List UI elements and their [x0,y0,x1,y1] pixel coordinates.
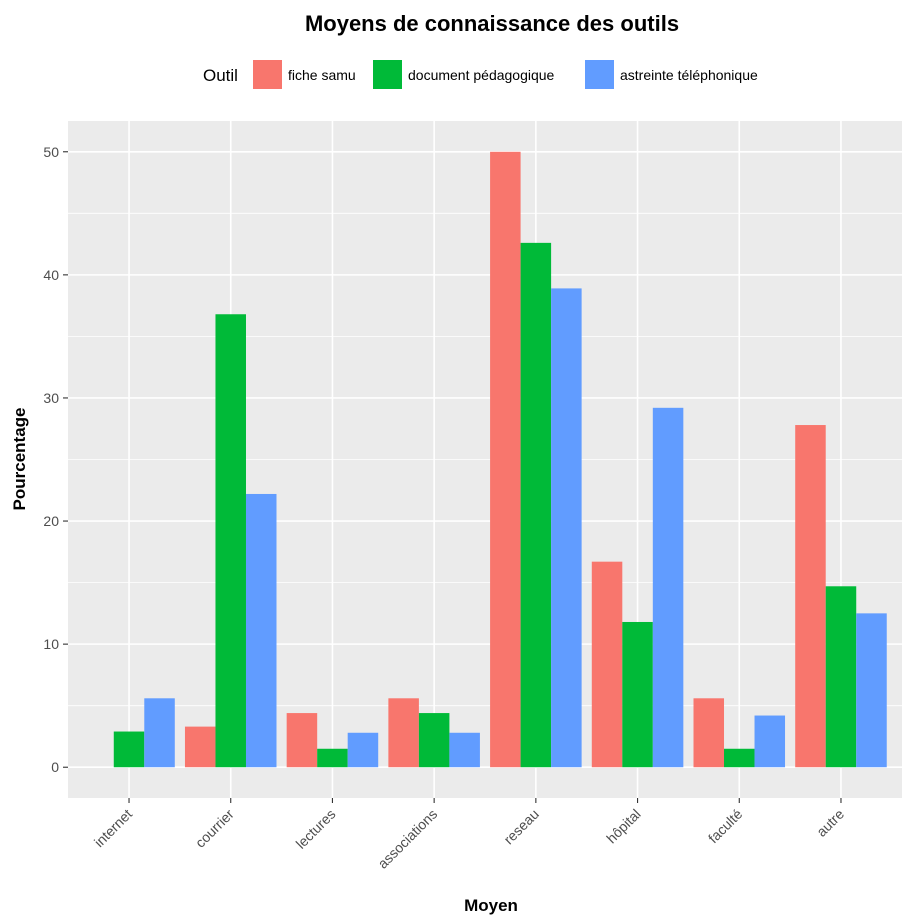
legend-key-astreinte-telephonique [585,60,614,89]
bar [754,715,786,768]
bars [113,151,887,768]
bar [144,698,175,768]
bar [388,698,419,768]
legend: Outil fiche samu document pédagogique as… [203,60,758,89]
bar [215,314,246,768]
y-tick-label: 40 [43,267,59,283]
y-tick-label: 50 [43,144,59,160]
bar [520,242,552,768]
x-tick-label: associations [374,806,440,872]
x-tick-label: internet [91,806,135,850]
legend-label-fiche-samu: fiche samu [288,67,356,83]
bar [184,726,216,768]
bar [693,698,725,768]
legend-label-astreinte-telephonique: astreinte téléphonique [620,67,758,83]
bar [856,613,887,768]
chart-title: Moyens de connaissance des outils [305,11,679,36]
bar [286,713,318,768]
legend-label-document-pedagogique: document pédagogique [408,67,555,83]
y-axis: 0 10 20 30 40 50 [43,144,68,775]
bar [795,425,826,768]
bar [591,561,623,768]
legend-key-document-pedagogique [373,60,402,89]
bar [317,748,348,768]
legend-key-fiche-samu [253,60,282,89]
x-tick-label: reseau [500,806,542,848]
bar [825,586,857,768]
x-tick-label: courrier [192,806,237,851]
y-tick-label: 30 [43,390,59,406]
x-tick-label: lectures [293,806,339,852]
y-tick-label: 20 [43,513,59,529]
x-tick-label: hôpital [603,806,643,846]
bar [652,407,684,768]
bar [347,732,379,768]
x-axis: internet courrier lectures associations rese… [91,798,847,872]
y-tick-label: 0 [51,759,59,775]
y-tick-label: 10 [43,636,59,652]
bar [622,621,653,768]
bar [449,732,480,768]
bar [490,151,521,768]
bar [724,748,755,768]
bar [113,731,145,768]
y-axis-title: Pourcentage [10,408,29,511]
bar [551,288,582,768]
bar [418,713,450,768]
x-axis-title: Moyen [464,896,518,915]
bar [245,493,277,768]
x-tick-label: autre [813,806,847,840]
legend-title: Outil [203,66,238,85]
x-tick-label: faculté [705,806,746,847]
